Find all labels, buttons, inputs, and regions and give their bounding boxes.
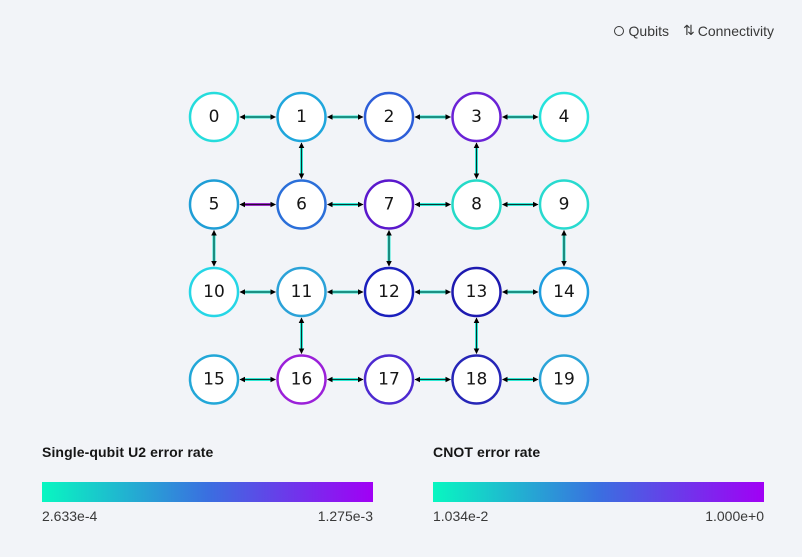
qubit-circle xyxy=(188,179,240,230)
color-gradient-bar xyxy=(433,482,764,502)
qubit-9[interactable]: 9 xyxy=(538,179,590,230)
qubit-circle xyxy=(451,354,502,405)
qubit-circle xyxy=(276,266,327,318)
scale-max: 1.275e-3 xyxy=(317,508,373,524)
color-gradient-bar xyxy=(42,482,373,502)
qubit-circle xyxy=(538,266,590,318)
qubit-circle xyxy=(276,91,327,143)
qubit-6[interactable]: 6 xyxy=(276,179,327,230)
scale-min: 1.034e-2 xyxy=(433,508,489,524)
qubit-circle xyxy=(451,179,502,230)
qubit-label: 1 xyxy=(296,107,307,127)
qubit-circle xyxy=(451,266,502,318)
cnot-error-scale: CNOT error rate 1.034e-2 1.000e+0 xyxy=(433,444,764,524)
qubit-circle xyxy=(363,179,415,230)
qubit-label: 14 xyxy=(553,282,575,302)
qubit-label: 6 xyxy=(296,195,307,215)
single-qubit-error-scale: Single-qubit U2 error rate 2.633e-4 1.27… xyxy=(42,444,373,524)
qubit-label: 10 xyxy=(203,282,225,302)
qubit-label: 0 xyxy=(209,107,220,127)
qubit-15[interactable]: 15 xyxy=(188,354,240,405)
qubit-label: 4 xyxy=(559,107,570,127)
qubit-17[interactable]: 17 xyxy=(363,354,415,405)
qubit-7[interactable]: 7 xyxy=(363,179,415,230)
scale-min: 2.633e-4 xyxy=(42,508,98,524)
qubit-16[interactable]: 16 xyxy=(276,354,327,405)
qubit-4[interactable]: 4 xyxy=(538,91,590,143)
scale-title: CNOT error rate xyxy=(433,444,541,460)
qubit-11[interactable]: 11 xyxy=(276,266,327,318)
qubit-circle xyxy=(363,91,415,143)
qubit-label: 11 xyxy=(291,282,313,302)
qubit-circle xyxy=(538,91,590,143)
qubit-2[interactable]: 2 xyxy=(363,91,415,143)
qubit-circle xyxy=(188,266,240,318)
qubit-label: 2 xyxy=(384,107,395,127)
scale-title: Single-qubit U2 error rate xyxy=(42,444,214,460)
connections-layer xyxy=(211,114,567,383)
qubit-label: 5 xyxy=(209,195,220,215)
qubit-label: 16 xyxy=(291,370,313,390)
qubit-label: 9 xyxy=(559,195,570,215)
qubit-circle xyxy=(276,179,327,230)
qubit-5[interactable]: 5 xyxy=(188,179,240,230)
qubit-circle xyxy=(276,354,327,405)
qubit-label: 7 xyxy=(384,195,395,215)
qubit-18[interactable]: 18 xyxy=(451,354,502,405)
swap-vertical-icon: ⇅ xyxy=(683,22,695,38)
circle-outline-icon xyxy=(613,25,624,36)
qubit-label: 3 xyxy=(471,107,482,127)
qubit-label: 8 xyxy=(471,195,482,215)
qubit-19[interactable]: 19 xyxy=(538,354,590,405)
qubits-toggle[interactable]: Qubits xyxy=(613,22,669,39)
qubit-circle xyxy=(188,354,240,405)
qubit-3[interactable]: 3 xyxy=(451,91,502,143)
qubit-circle xyxy=(538,354,590,405)
connectivity-toggle[interactable]: ⇅ Connectivity xyxy=(683,22,774,39)
qubit-circle xyxy=(188,91,240,143)
qubit-label: 18 xyxy=(466,370,488,390)
qubit-14[interactable]: 14 xyxy=(538,266,590,318)
connectivity-label: Connectivity xyxy=(697,22,774,39)
qubit-label: 19 xyxy=(553,370,575,390)
qubit-13[interactable]: 13 xyxy=(451,266,502,318)
qubit-8[interactable]: 8 xyxy=(451,179,502,230)
qubit-circle xyxy=(538,179,590,230)
qubit-12[interactable]: 12 xyxy=(363,266,415,318)
qubit-1[interactable]: 1 xyxy=(276,91,327,143)
qubit-label: 13 xyxy=(466,282,488,302)
qubit-label: 15 xyxy=(203,370,225,390)
qubit-circle xyxy=(451,91,502,143)
qubit-label: 12 xyxy=(378,282,400,302)
qubits-label: Qubits xyxy=(628,22,669,39)
qubit-circle xyxy=(363,354,415,405)
qubit-10[interactable]: 10 xyxy=(188,266,240,318)
qubit-0[interactable]: 0 xyxy=(188,91,240,143)
qubit-circle xyxy=(363,266,415,318)
qubit-label: 17 xyxy=(378,370,400,390)
graph-legend: Qubits ⇅ Connectivity xyxy=(613,22,774,39)
scale-max: 1.000e+0 xyxy=(705,508,764,524)
